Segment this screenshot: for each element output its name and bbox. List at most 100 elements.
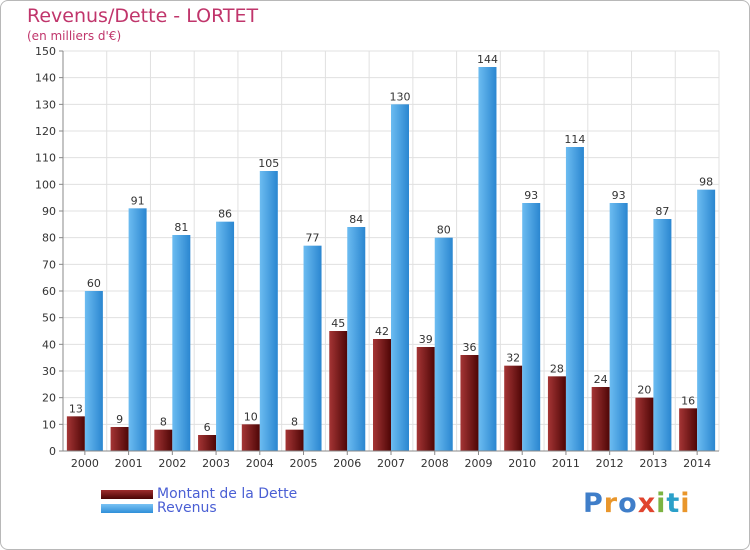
legend-item-revenus: Revenus (101, 500, 297, 516)
y-tick-label: 50 (42, 312, 56, 325)
legend-label-revenus: Revenus (157, 500, 217, 516)
chart-subtitle: (en milliers d'€) (27, 29, 122, 43)
x-tick-label: 2002 (158, 457, 186, 470)
bar-dette (241, 424, 260, 451)
data-label-dette: 24 (594, 373, 608, 386)
y-tick-label: 130 (35, 98, 56, 111)
bar-dette (373, 339, 391, 451)
chart-title: Revenus/Dette - LORTET (27, 5, 259, 27)
bar-dette (504, 365, 523, 451)
bar-revenus (84, 291, 103, 451)
chart-legend: Montant de la Dette Revenus (101, 486, 298, 516)
data-label-revenus: 77 (306, 232, 320, 245)
y-tick-label: 30 (42, 365, 56, 378)
bar-dette (460, 355, 479, 451)
data-label-revenus: 93 (612, 189, 626, 202)
x-tick-label: 2001 (115, 457, 143, 470)
y-tick-label: 70 (42, 258, 56, 271)
bar-revenus (565, 147, 584, 451)
bar-revenus (609, 203, 628, 451)
bar-revenus (434, 237, 453, 451)
data-label-dette: 39 (419, 333, 433, 346)
bar-dette (66, 416, 85, 451)
bar-revenus (391, 104, 409, 451)
x-tick-label: 2012 (596, 457, 624, 470)
y-tick-label: 20 (42, 392, 56, 405)
data-label-revenus: 84 (349, 213, 363, 226)
bar-revenus (216, 221, 235, 451)
legend-swatch-dette (101, 489, 153, 499)
y-tick-label: 150 (35, 45, 56, 58)
x-tick-label: 2009 (464, 457, 492, 470)
data-label-dette: 16 (681, 394, 695, 407)
data-label-revenus: 98 (699, 176, 713, 189)
bar-revenus (303, 245, 322, 451)
x-tick-label: 2006 (333, 457, 361, 470)
y-tick-label: 10 (42, 418, 56, 431)
y-tick-label: 140 (35, 72, 56, 85)
bar-revenus (653, 219, 672, 451)
x-tick-label: 2014 (683, 457, 711, 470)
bar-dette (416, 347, 435, 451)
bar-dette (679, 408, 698, 451)
bar-dette (329, 331, 348, 451)
x-tick-label: 2011 (552, 457, 580, 470)
y-tick-label: 60 (42, 285, 56, 298)
data-label-dette: 36 (462, 341, 476, 354)
data-label-dette: 10 (244, 410, 258, 423)
bar-revenus (128, 208, 147, 451)
bar-revenus (697, 189, 716, 451)
bar-dette (635, 397, 654, 451)
data-label-revenus: 91 (131, 194, 145, 207)
bar-dette (110, 427, 129, 451)
y-tick-label: 110 (35, 152, 56, 165)
data-label-dette: 32 (506, 352, 520, 365)
y-tick-label: 0 (49, 445, 56, 458)
x-tick-label: 2003 (202, 457, 230, 470)
data-label-revenus: 80 (437, 224, 451, 237)
data-label-revenus: 86 (218, 208, 232, 221)
data-label-revenus: 81 (174, 221, 188, 234)
x-tick-label: 2010 (508, 457, 536, 470)
bar-dette (198, 435, 217, 451)
data-label-dette: 13 (69, 402, 83, 415)
bar-revenus (347, 227, 366, 451)
x-tick-label: 2004 (246, 457, 274, 470)
bar-dette (285, 429, 304, 451)
data-label-revenus: 93 (524, 189, 538, 202)
x-tick-label: 2007 (377, 457, 405, 470)
data-label-revenus: 144 (477, 53, 498, 66)
legend-swatch-revenus (101, 503, 153, 513)
x-tick-label: 2008 (421, 457, 449, 470)
data-label-dette: 9 (116, 413, 123, 426)
bar-revenus (478, 67, 497, 451)
x-tick-label: 2013 (639, 457, 667, 470)
data-label-dette: 8 (160, 416, 167, 429)
data-label-dette: 20 (637, 384, 651, 397)
legend-label-dette: Montant de la Dette (157, 486, 298, 502)
data-label-dette: 6 (204, 421, 211, 434)
data-label-dette: 42 (375, 325, 389, 338)
y-tick-label: 90 (42, 205, 56, 218)
data-label-dette: 45 (331, 317, 345, 330)
legend-item-dette: Montant de la Dette (101, 486, 298, 502)
x-tick-label: 2005 (290, 457, 318, 470)
y-tick-label: 100 (35, 178, 56, 191)
x-tick-label: 2000 (71, 457, 99, 470)
proxiti-logo: Proxiti (583, 488, 691, 519)
bar-dette (547, 376, 566, 451)
data-label-revenus: 114 (564, 133, 585, 146)
bar-dette (591, 387, 610, 451)
data-label-dette: 28 (550, 362, 564, 375)
data-label-revenus: 60 (87, 277, 101, 290)
y-tick-label: 120 (35, 125, 56, 138)
data-label-revenus: 87 (655, 205, 669, 218)
data-label-dette: 8 (291, 416, 298, 429)
y-tick-label: 40 (42, 338, 56, 351)
data-label-revenus: 130 (390, 90, 411, 103)
bar-revenus (259, 171, 278, 451)
bar-dette (154, 429, 173, 451)
bar-revenus (172, 235, 191, 451)
